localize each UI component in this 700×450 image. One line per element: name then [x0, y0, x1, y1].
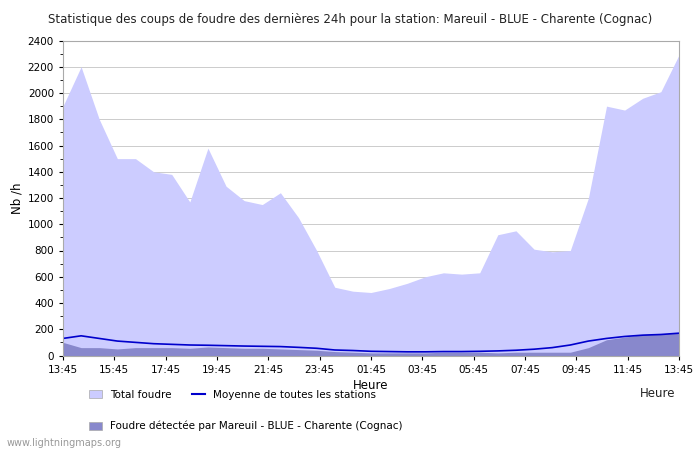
- Y-axis label: Nb /h: Nb /h: [10, 182, 24, 214]
- Text: Statistique des coups de foudre des dernières 24h pour la station: Mareuil - BLU: Statistique des coups de foudre des dern…: [48, 14, 652, 27]
- Legend: Total foudre, Moyenne de toutes les stations: Total foudre, Moyenne de toutes les stat…: [89, 390, 376, 400]
- Text: www.lightningmaps.org: www.lightningmaps.org: [7, 438, 122, 448]
- X-axis label: Heure: Heure: [354, 379, 388, 392]
- Legend: Foudre détectée par Mareuil - BLUE - Charente (Cognac): Foudre détectée par Mareuil - BLUE - Cha…: [89, 421, 402, 431]
- Text: Heure: Heure: [640, 387, 676, 400]
